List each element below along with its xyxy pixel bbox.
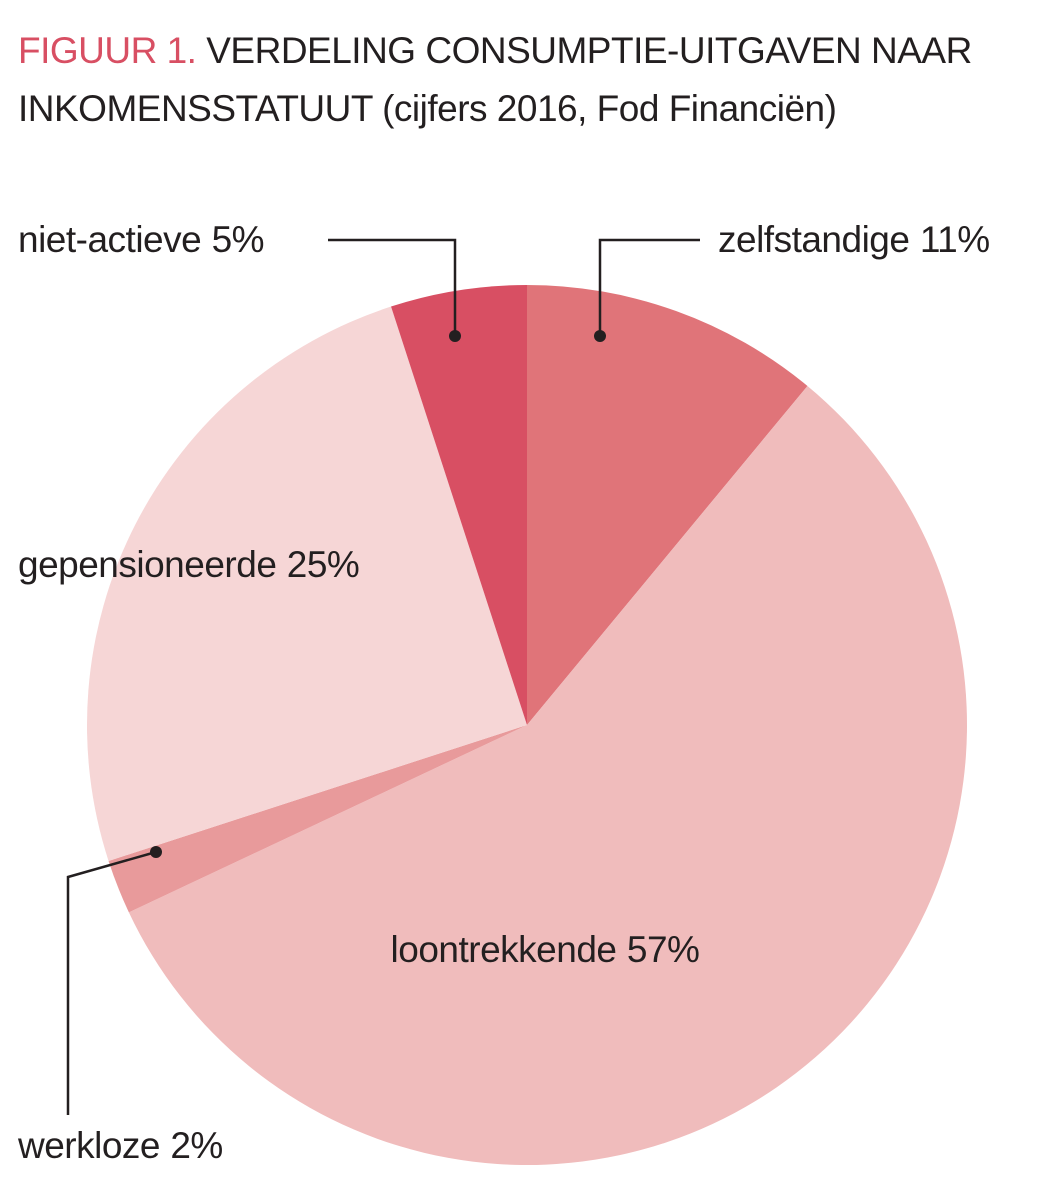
leader-line <box>598 238 700 336</box>
value-label: 2% <box>170 1125 222 1166</box>
value-label: 11% <box>920 219 990 260</box>
value-label: 57% <box>627 929 700 970</box>
slice-label: zelfstandige 11% <box>718 219 990 260</box>
slice-label: gepensioneerde 25% <box>18 544 359 585</box>
pie-slice <box>86 306 528 861</box>
category-name: gepensioneerde <box>18 544 276 585</box>
figure-label: FIGUUR 1. <box>18 30 197 71</box>
category-name: niet-actieve <box>18 219 201 260</box>
leader-dot <box>449 330 461 342</box>
pie-slice <box>108 725 528 913</box>
slice-label: loontrekkende 57% <box>391 929 700 970</box>
pie-slice <box>527 285 808 725</box>
leader-dot <box>150 846 162 858</box>
value-label: 25% <box>287 544 360 585</box>
pie-slice <box>391 285 527 725</box>
category-name: loontrekkende <box>391 929 617 970</box>
slice-label: werkloze 2% <box>17 1125 223 1166</box>
category-name: werkloze <box>17 1125 160 1166</box>
leader-line <box>66 850 157 1115</box>
leader-dot <box>594 330 606 342</box>
slice-label: niet-actieve 5% <box>18 219 264 260</box>
category-name: zelfstandige <box>718 219 909 260</box>
leader-line <box>328 238 457 336</box>
value-label: 5% <box>212 219 264 260</box>
pie-slice <box>128 385 967 1165</box>
chart-title: VERDELING CONSUMPTIE-UITGAVEN NAAR INKOM… <box>18 30 972 129</box>
chart-header: FIGUUR 1. VERDELING CONSUMPTIE-UITGAVEN … <box>18 22 1038 138</box>
